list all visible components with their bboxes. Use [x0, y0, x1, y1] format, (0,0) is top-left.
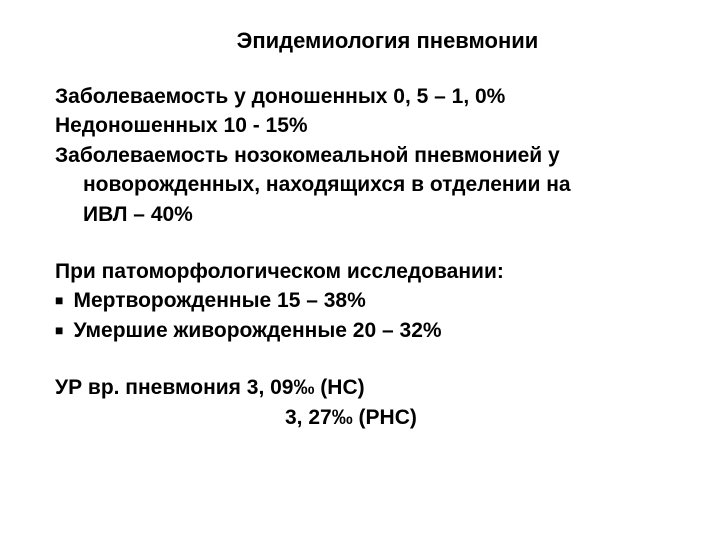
bullet-text: Мертворожденные 15 – 38% [73, 286, 365, 315]
text-line: УР вр. пневмония 3, 09‰ (НС) [55, 373, 680, 402]
block-ur: УР вр. пневмония 3, 09‰ (НС) 3, 27‰ (РНС… [55, 373, 680, 432]
text-line: Заболеваемость нозокомеальной пневмонией… [55, 141, 680, 170]
bullet-item: ■ Мертворожденные 15 – 38% [55, 286, 680, 315]
text-line: ИВЛ – 40% [55, 200, 680, 229]
block-epidemiology: Заболеваемость у доношенных 0, 5 – 1, 0%… [55, 82, 680, 229]
text-line: 3, 27‰ (РНС) [55, 403, 680, 432]
text-heading: При патоморфологическом исследовании: [55, 257, 680, 286]
square-bullet-icon: ■ [55, 323, 63, 337]
text-line: Недоношенных 10 - 15% [55, 111, 680, 140]
text-line: новорожденных, находящихся в отделении н… [55, 170, 680, 199]
bullet-item: ■ Умершие живорожденные 20 – 32% [55, 316, 680, 345]
block-pathomorphology: При патоморфологическом исследовании: ■ … [55, 257, 680, 345]
slide-title: Эпидемиология пневмонии [55, 28, 680, 54]
text-line: Заболеваемость у доношенных 0, 5 – 1, 0% [55, 82, 680, 111]
bullet-text: Умершие живорожденные 20 – 32% [73, 316, 441, 345]
square-bullet-icon: ■ [55, 293, 63, 307]
